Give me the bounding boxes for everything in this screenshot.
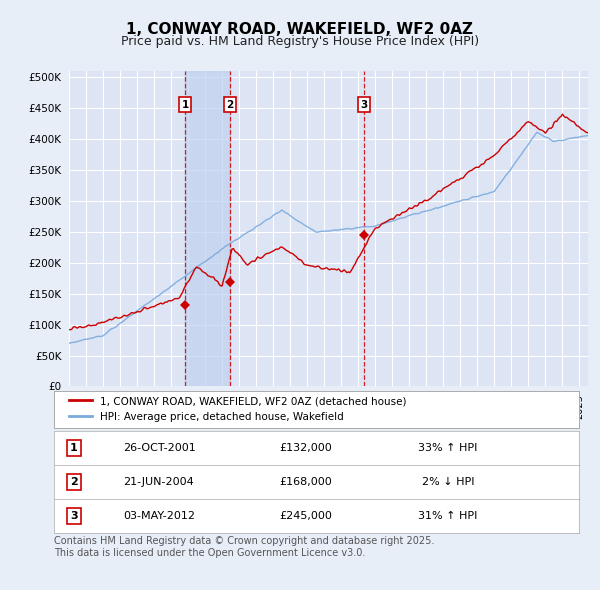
Text: 21-JUN-2004: 21-JUN-2004 [124, 477, 194, 487]
Text: £132,000: £132,000 [280, 443, 332, 453]
Text: £245,000: £245,000 [280, 512, 332, 521]
Text: 1: 1 [70, 443, 78, 453]
Text: Price paid vs. HM Land Registry's House Price Index (HPI): Price paid vs. HM Land Registry's House … [121, 35, 479, 48]
Text: 3: 3 [361, 100, 368, 110]
Text: Contains HM Land Registry data © Crown copyright and database right 2025.
This d: Contains HM Land Registry data © Crown c… [54, 536, 434, 558]
Text: 1: 1 [181, 100, 188, 110]
Text: £168,000: £168,000 [280, 477, 332, 487]
Text: 1, CONWAY ROAD, WAKEFIELD, WF2 0AZ: 1, CONWAY ROAD, WAKEFIELD, WF2 0AZ [127, 22, 473, 37]
Bar [185, 71, 230, 386]
Text: 26-OCT-2001: 26-OCT-2001 [122, 443, 196, 453]
Text: 2: 2 [70, 477, 78, 487]
Text: 3: 3 [70, 512, 78, 521]
Text: 2: 2 [227, 100, 234, 110]
Text: 31% ↑ HPI: 31% ↑ HPI [418, 512, 478, 521]
Text: 33% ↑ HPI: 33% ↑ HPI [418, 443, 478, 453]
Text: 03-MAY-2012: 03-MAY-2012 [123, 512, 195, 521]
Text: 2% ↓ HPI: 2% ↓ HPI [421, 477, 474, 487]
Legend: 1, CONWAY ROAD, WAKEFIELD, WF2 0AZ (detached house), HPI: Average price, detache: 1, CONWAY ROAD, WAKEFIELD, WF2 0AZ (deta… [64, 392, 410, 426]
